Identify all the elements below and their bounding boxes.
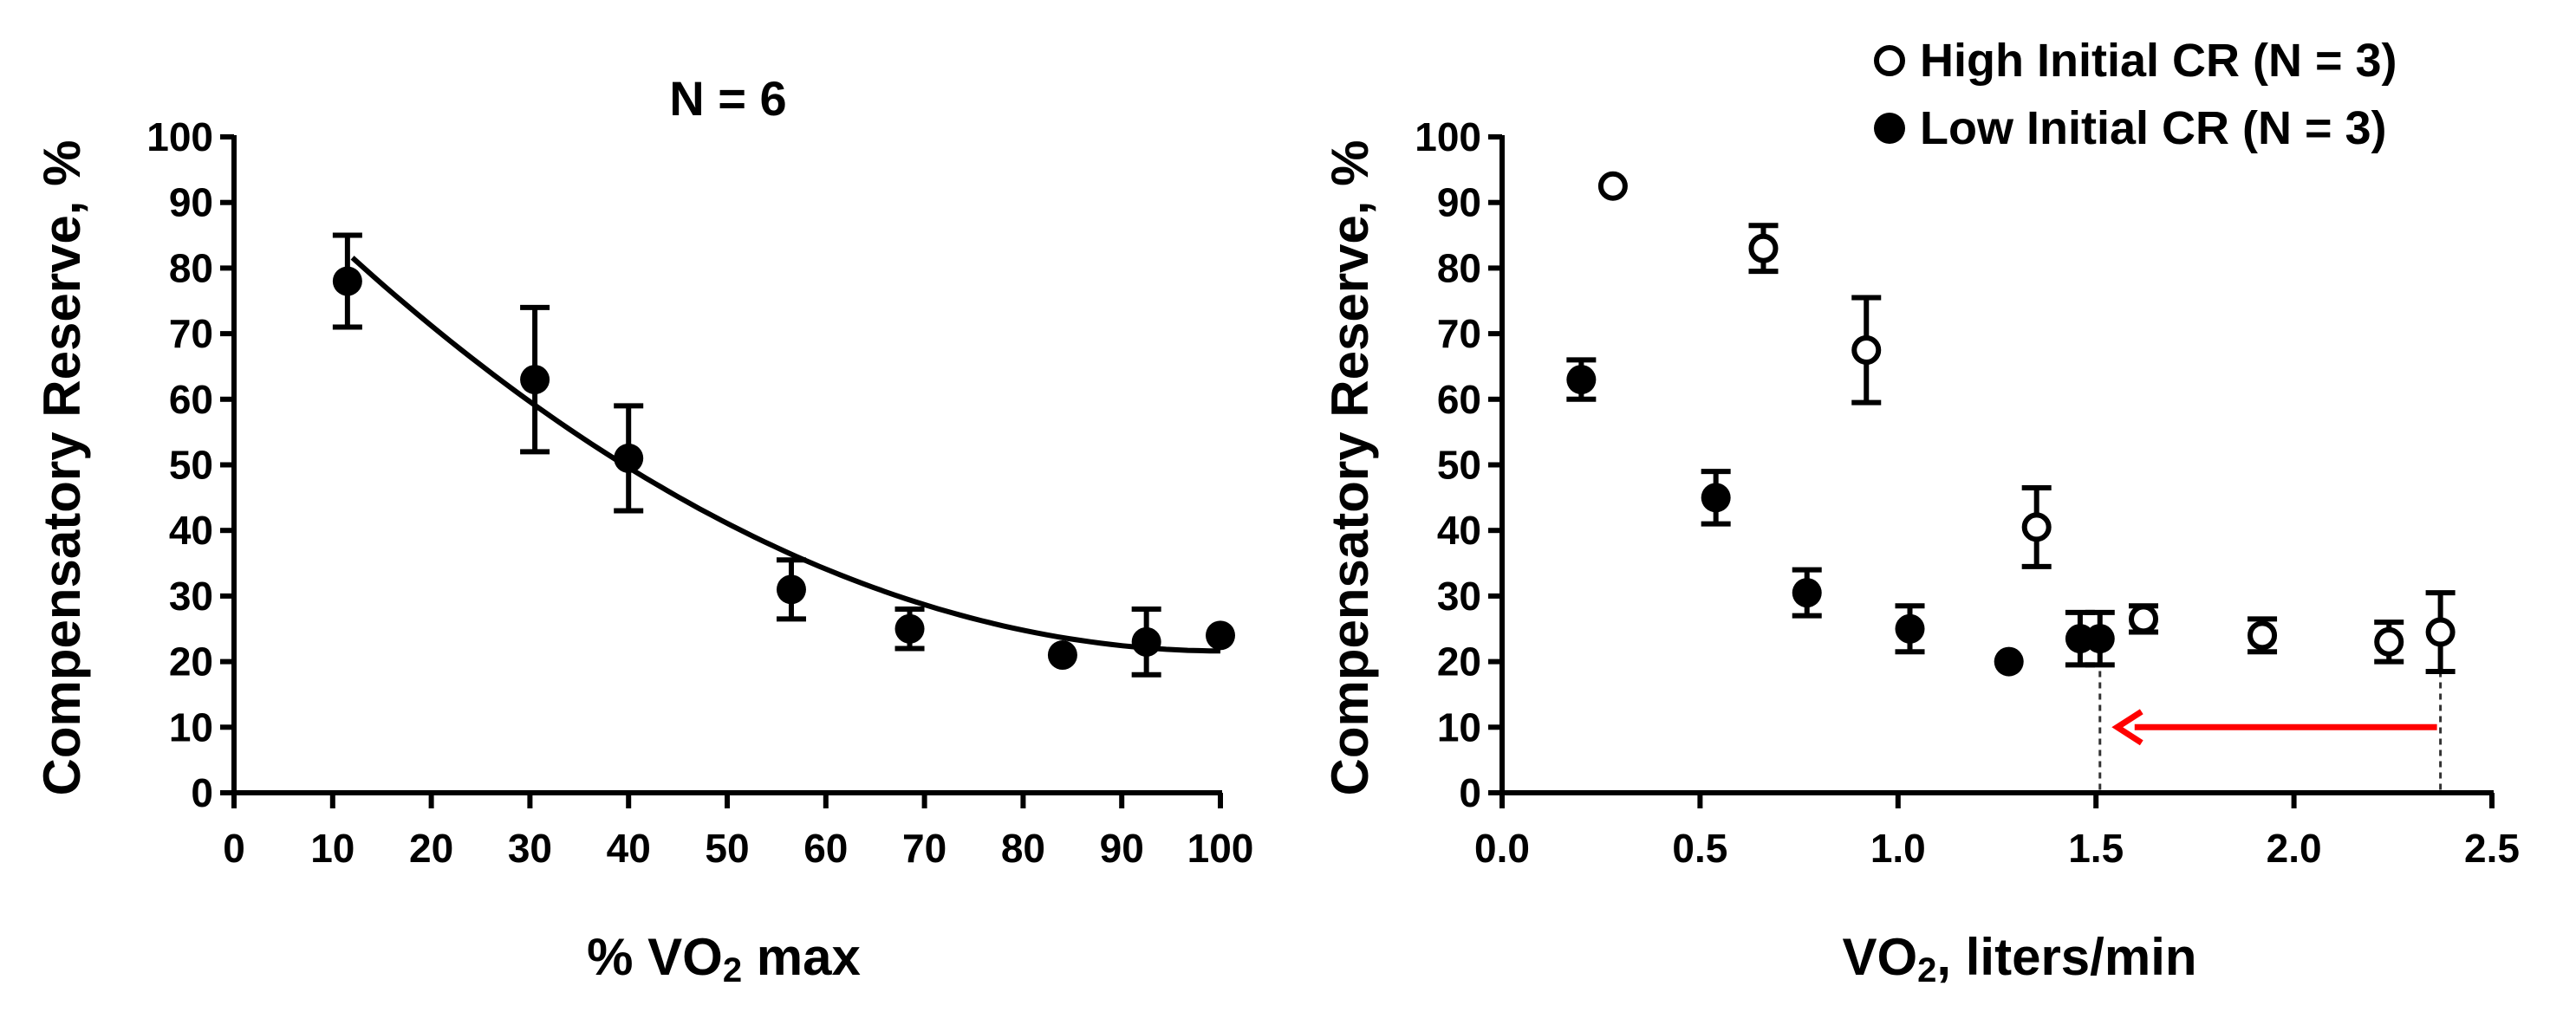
chart-left-x-axis-title-rest: max xyxy=(742,928,861,986)
chart-left-y-tick-label: 20 xyxy=(169,639,213,684)
chart-left-y-tick-label: 50 xyxy=(169,443,213,488)
chart-left-y-tick-label: 60 xyxy=(169,377,213,422)
chart-right-point-open xyxy=(1851,335,1882,366)
chart-left-y-tick-label: 70 xyxy=(169,311,213,356)
chart-right-point-filled xyxy=(1701,483,1731,513)
chart-left-x-ticks: 0 10 20 30 40 50 60 70 80 90 100 xyxy=(223,793,1253,871)
legend-low-marker xyxy=(1874,113,1905,144)
chart-left-y-tick-label: 0 xyxy=(191,770,213,815)
chart-right-y-tick-label: 90 xyxy=(1437,180,1481,225)
chart-left-x-axis-title-sub: 2 xyxy=(723,951,742,989)
chart-left: N = 6 Compensatory Reserve, % % VO2 max … xyxy=(33,71,1253,989)
chart-right-x-tick-label: 0.0 xyxy=(1474,826,1530,871)
chart-right-y-tick-label: 40 xyxy=(1437,508,1481,553)
chart-right-point-open xyxy=(2021,512,2052,542)
chart-right-legend: High Initial CR (N = 3) Low Initial CR (… xyxy=(1874,35,2397,154)
chart-right-y-axis-title: Compensatory Reserve, % xyxy=(1321,140,1379,796)
red-arrow-head xyxy=(2111,709,2143,746)
chart-left-y-tick-label: 100 xyxy=(146,114,213,159)
chart-right-x-tick-label: 2.5 xyxy=(2464,826,2520,871)
chart-left-point-filled xyxy=(1131,626,1161,657)
chart-right-axes xyxy=(1499,135,2494,795)
chart-right-x-axis-title-sub: 2 xyxy=(1917,951,1936,989)
chart-right-point-filled xyxy=(1895,613,1925,644)
chart-right-point-filled xyxy=(1792,578,1822,608)
chart-right-y-tick-label: 100 xyxy=(1415,114,1481,159)
chart-left-x-axis-title-main: % VO xyxy=(587,928,723,986)
legend-high-marker xyxy=(1874,45,1905,76)
chart-right-point-filled xyxy=(1566,365,1597,395)
chart-right-y-tick-label: 70 xyxy=(1437,311,1481,356)
chart-left-point-filled xyxy=(776,574,806,605)
chart-left-point-filled xyxy=(520,365,550,395)
legend-high-label: High Initial CR (N = 3) xyxy=(1920,35,2397,87)
chart-right-point-open xyxy=(2247,620,2278,651)
chart-left-y-tick-label: 90 xyxy=(169,180,213,225)
chart-left-x-tick-label: 90 xyxy=(1100,826,1144,871)
chart-left-x-tick-label: 50 xyxy=(705,826,749,871)
chart-left-y-tick-label: 10 xyxy=(169,704,213,749)
chart-left-y-axis-title: Compensatory Reserve, % xyxy=(33,140,91,796)
chart-right-y-tick-label: 20 xyxy=(1437,639,1481,684)
chart-right-point-open xyxy=(2129,604,2159,634)
chart-right-x-tick-label: 2.0 xyxy=(2267,826,2322,871)
chart-left-x-tick-label: 40 xyxy=(607,826,651,871)
chart-right-y-tick-label: 30 xyxy=(1437,574,1481,619)
chart-right-x-axis-title-rest: , liters/min xyxy=(1936,928,2196,986)
chart-left-fit-curve xyxy=(350,256,1221,654)
chart-right-points xyxy=(1566,171,2456,677)
chart-right-x-tick-label: 1.5 xyxy=(2068,826,2124,871)
chart-right-point-open xyxy=(1597,171,1628,201)
chart-left-point-filled xyxy=(614,443,644,473)
chart-left-x-tick-label: 20 xyxy=(409,826,453,871)
chart-left-x-tick-label: 80 xyxy=(1001,826,1045,871)
chart-right-x-axis-title: VO2, liters/min xyxy=(1842,928,2196,989)
chart-right-x-ticks: 0.0 0.5 1.0 1.5 2.0 2.5 xyxy=(1474,793,2520,871)
chart-right-point-open xyxy=(1748,233,1779,263)
chart-right-y-tick-label: 10 xyxy=(1437,704,1481,749)
chart-left-x-tick-label: 70 xyxy=(902,826,946,871)
chart-left-x-axis-title: % VO2 max xyxy=(587,928,861,989)
chart-right-point-filled xyxy=(2085,624,2115,654)
chart-right-point-filled xyxy=(1994,646,2024,677)
chart-left-x-tick-label: 60 xyxy=(803,826,848,871)
chart-left-y-tick-label: 40 xyxy=(169,508,213,553)
chart-left-point-filled xyxy=(1206,620,1235,651)
chart-left-y-ticks: 0 10 20 30 40 50 60 70 80 90 100 xyxy=(146,114,234,815)
chart-left-title: N = 6 xyxy=(669,71,786,126)
legend-low-label: Low Initial CR (N = 3) xyxy=(1920,102,2387,154)
chart-left-x-tick-label: 0 xyxy=(223,826,245,871)
chart-left-point-filled xyxy=(1047,640,1077,671)
chart-left-y-tick-label: 80 xyxy=(169,245,213,290)
chart-left-points xyxy=(332,232,1235,678)
chart-left-x-tick-label: 30 xyxy=(508,826,552,871)
chart-left-y-tick-label: 30 xyxy=(169,574,213,619)
chart-right-point-open xyxy=(2425,617,2456,647)
chart-right-x-tick-label: 1.0 xyxy=(1870,826,1926,871)
chart-right-y-tick-label: 60 xyxy=(1437,377,1481,422)
chart-right-x-axis-title-main: VO xyxy=(1842,928,1917,986)
chart-right-y-ticks: 0 10 20 30 40 50 60 70 80 90 100 xyxy=(1415,114,1502,815)
chart-left-axes xyxy=(231,135,1222,795)
chart-right-x-tick-label: 0.5 xyxy=(1672,826,1727,871)
chart-left-x-tick-label: 10 xyxy=(310,826,355,871)
chart-left-x-tick-label: 100 xyxy=(1187,826,1254,871)
chart-right-y-tick-label: 80 xyxy=(1437,245,1481,290)
chart-right-y-tick-label: 50 xyxy=(1437,443,1481,488)
chart-left-point-filled xyxy=(894,613,925,644)
chart-right: Compensatory Reserve, % VO2, liters/min … xyxy=(1321,35,2520,989)
chart-right-y-tick-label: 0 xyxy=(1459,770,1481,815)
chart-right-point-open xyxy=(2374,626,2404,657)
chart-left-point-filled xyxy=(332,266,362,296)
chart-right-annotation xyxy=(2098,648,2443,793)
